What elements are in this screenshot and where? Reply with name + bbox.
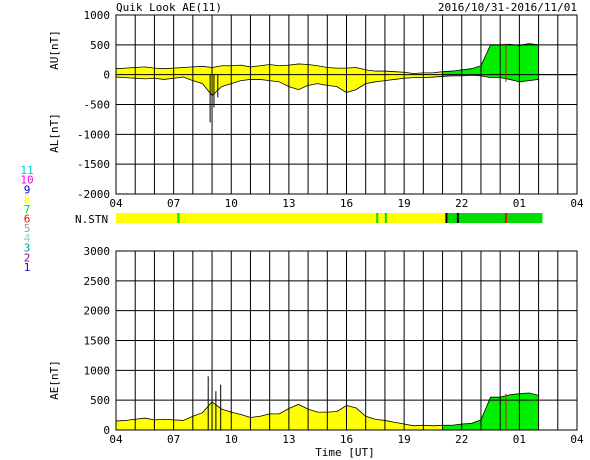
al-line — [115, 74, 539, 97]
p2-ytick-label: 0 — [103, 424, 110, 437]
p2-xtick-label: 01 — [513, 433, 526, 446]
al-fill-yellow — [116, 74, 443, 96]
p2-xtick-label: 16 — [340, 433, 353, 446]
p1-xtick-label: 10 — [225, 197, 238, 210]
p1-xtick-label: 19 — [398, 197, 411, 210]
au-fill-yellow — [116, 63, 443, 75]
p2-ytick-label: 500 — [90, 394, 110, 407]
legend-item-7: 7 — [24, 203, 31, 216]
p1-xtick-label: 22 — [455, 197, 468, 210]
au-axis-label: AU[nT] — [48, 30, 61, 70]
p2-xtick-label: 22 — [455, 433, 468, 446]
legend-item-8: 8 — [24, 193, 31, 206]
p1-ytick-label: 0 — [103, 69, 110, 82]
p2-frame — [115, 250, 578, 431]
p1-ytick-label: -2000 — [77, 188, 110, 201]
au-fill-green — [442, 43, 539, 75]
p2-xtick-label: 13 — [282, 433, 295, 446]
legend-item-10: 10 — [20, 174, 33, 187]
p1-xtick-label: 04 — [570, 197, 584, 210]
p2-ytick-label: 1000 — [84, 364, 111, 377]
p2-ytick-label: 2500 — [84, 275, 111, 288]
p1-ytick-label: 500 — [90, 39, 110, 52]
p1-xtick-label: 07 — [167, 197, 180, 210]
legend-item-1: 1 — [24, 261, 31, 274]
p1-frame — [115, 14, 578, 195]
ae-line — [115, 392, 539, 427]
ae-fill-yellow — [116, 401, 443, 430]
chart-title: Quik Look AE(11) — [116, 1, 222, 14]
p2-ytick-label: 3000 — [84, 245, 111, 258]
legend-item-5: 5 — [24, 222, 31, 235]
stn-segment — [116, 213, 447, 223]
p2-xtick-label: 07 — [167, 433, 180, 446]
p2-xtick-label: 19 — [398, 433, 411, 446]
p1-ytick-label: 1000 — [84, 9, 111, 22]
p2-ytick-label: 1500 — [84, 335, 111, 348]
legend-item-3: 3 — [24, 242, 31, 255]
legend-item-9: 9 — [24, 183, 31, 196]
p2-xtick-label: 04 — [570, 433, 584, 446]
stn-label: N.STN — [75, 213, 108, 226]
p2-xtick-label: 04 — [109, 433, 123, 446]
p1-xtick-label: 01 — [513, 197, 526, 210]
p2-ytick-label: 2000 — [84, 305, 111, 318]
p1-ytick-label: -1000 — [77, 128, 110, 141]
au-line — [115, 43, 539, 74]
al-fill-green — [442, 74, 539, 82]
station-count-bar: N.STN — [75, 213, 543, 226]
legend-item-6: 6 — [24, 213, 31, 226]
p1-xtick-label: 04 — [109, 197, 123, 210]
ae-fill-green — [442, 393, 539, 430]
p1-ytick-label: -1500 — [77, 158, 110, 171]
stn-segment — [446, 213, 543, 223]
x-axis-label: Time [UT] — [315, 446, 375, 459]
p1-ytick-label: -500 — [84, 99, 111, 112]
ae-axis-label: AE[nT] — [48, 360, 61, 400]
legend-item-2: 2 — [24, 251, 31, 264]
legend-item-11: 11 — [20, 164, 33, 177]
al-axis-label: AL[nT] — [48, 113, 61, 153]
date-range: 2016/10/31-2016/11/01 — [438, 1, 577, 14]
p1-xtick-label: 16 — [340, 197, 353, 210]
p1-xtick-label: 13 — [282, 197, 295, 210]
p2-xtick-label: 10 — [225, 433, 238, 446]
legend-item-4: 4 — [24, 232, 31, 245]
